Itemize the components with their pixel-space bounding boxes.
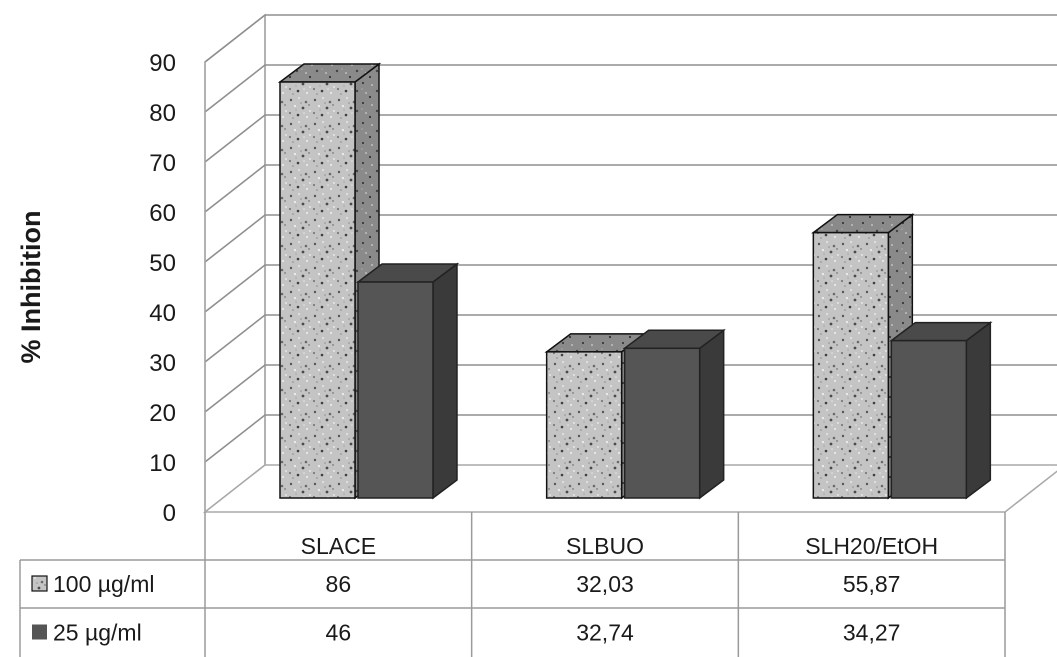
y-axis-label: % Inhibition: [16, 211, 46, 364]
x-category-label: SLBUO: [566, 533, 644, 559]
gridline: [204, 314, 1057, 363]
bar-face: [279, 81, 356, 499]
y-tick-label: 40: [149, 300, 176, 327]
gridline: [204, 214, 1057, 263]
y-tick-label: 90: [149, 50, 176, 77]
legend-swatch: [31, 575, 48, 592]
data-label: 55,87: [843, 571, 901, 597]
bar: [889, 321, 993, 500]
data-label: 86: [326, 571, 352, 597]
side-wall: [204, 13, 266, 514]
y-tick-label: 70: [149, 150, 176, 177]
gridline: [204, 114, 1057, 163]
legend-entry: 25 µg/ml: [53, 620, 142, 646]
gridline: [204, 364, 1057, 413]
bar-side: [432, 262, 458, 500]
gridline: [204, 414, 1057, 463]
y-tick-label: 30: [149, 350, 176, 377]
data-label: 32,74: [576, 620, 634, 646]
bar: [622, 328, 726, 500]
bar: [355, 262, 460, 500]
gridline: [204, 14, 1057, 63]
x-category-label: SLH20/EtOH: [805, 533, 938, 559]
data-label: 32,03: [576, 571, 634, 597]
y-tick-label: 60: [149, 200, 176, 227]
bar-face: [623, 347, 701, 499]
bar-side: [965, 321, 992, 500]
bar-face: [545, 351, 623, 499]
bar-face: [357, 281, 434, 499]
gridline: [204, 164, 1057, 213]
gridline: [204, 264, 1057, 313]
legend-swatch: [32, 624, 47, 640]
y-tick-label: 10: [149, 450, 176, 477]
bar-side: [698, 328, 725, 500]
bar-face: [812, 231, 890, 499]
data-label: 46: [326, 620, 352, 646]
data-label: 34,27: [843, 620, 901, 646]
gridline: [204, 64, 1057, 113]
y-tick-label: 0: [163, 500, 176, 527]
x-category-label: SLACE: [301, 533, 376, 559]
y-tick-label: 80: [149, 100, 176, 127]
bar-face: [890, 339, 968, 499]
y-tick-label: 50: [149, 250, 176, 277]
legend-entry: 100 µg/ml: [53, 571, 154, 597]
y-tick-label: 20: [149, 400, 176, 427]
